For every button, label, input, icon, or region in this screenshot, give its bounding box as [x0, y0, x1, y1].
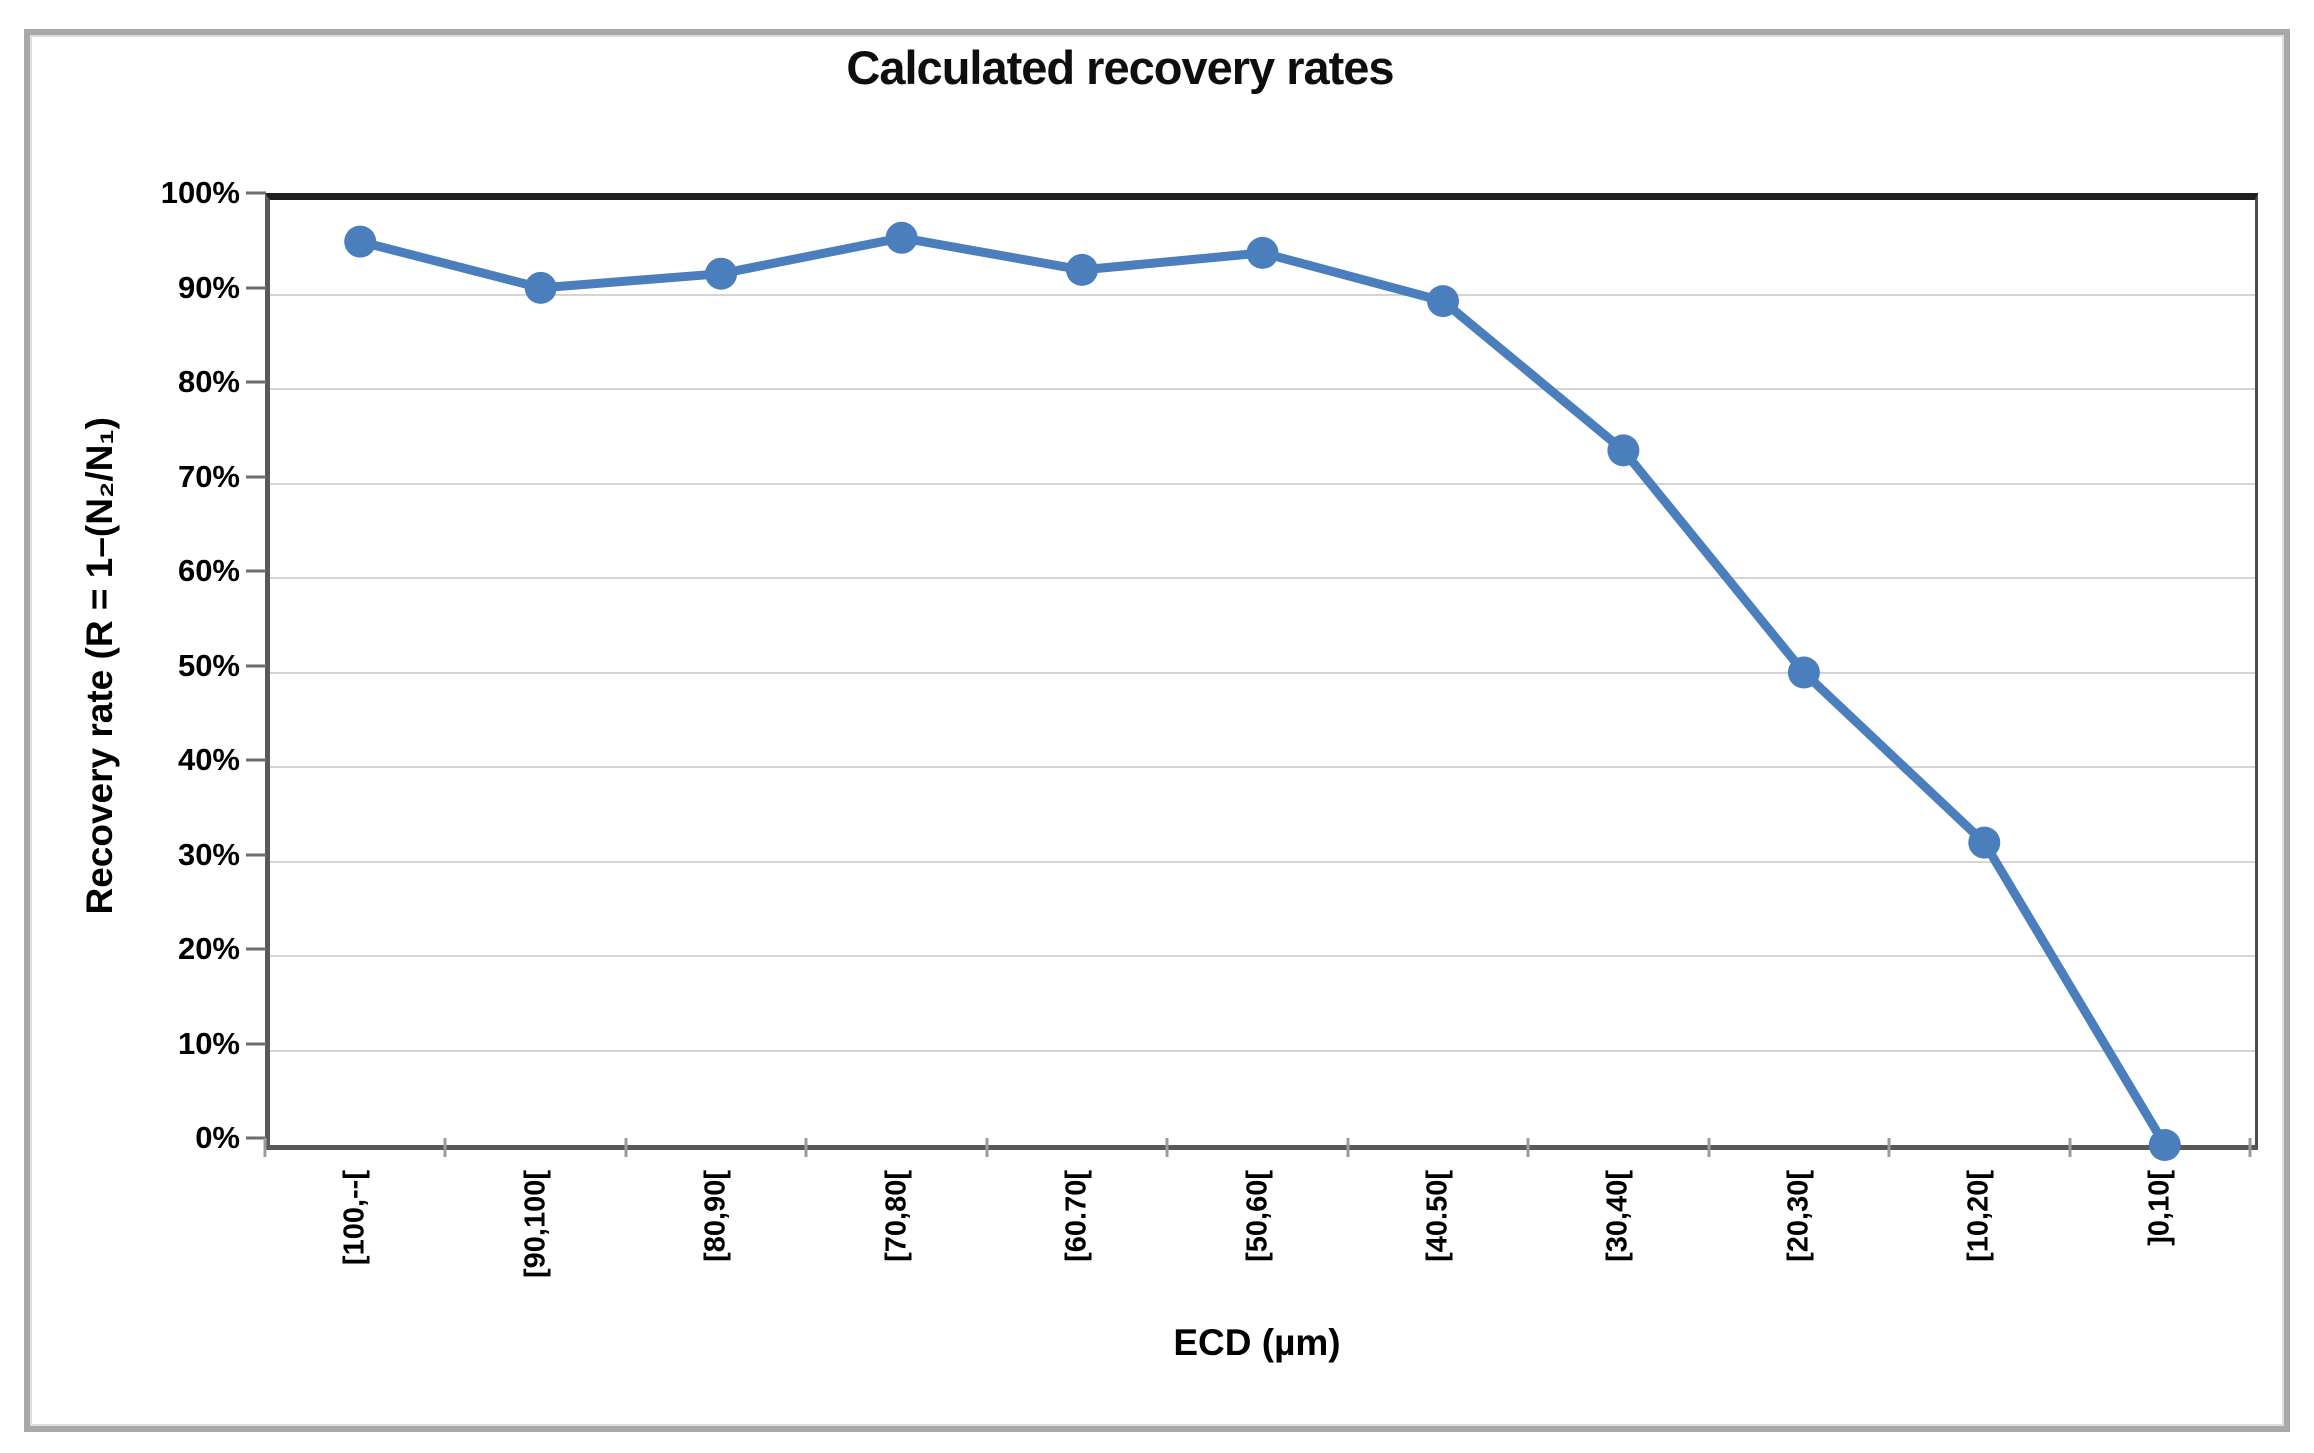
y-axis-tick-mark: [246, 191, 266, 195]
y-axis-tick-mark: [246, 1042, 266, 1045]
y-tick-label: 100%: [160, 175, 240, 210]
y-axis-tick-mark: [246, 286, 266, 289]
gridline: [270, 766, 2255, 768]
x-category-label: [50,60[: [1241, 1170, 1273, 1262]
data-point-marker: [2148, 1129, 2181, 1161]
x-axis-tick-mark: [263, 1138, 267, 1157]
x-category-label: [20,30[: [1782, 1170, 1815, 1262]
x-category-label: [30,40[: [1601, 1170, 1634, 1262]
x-axis-tick-mark: [804, 1138, 808, 1157]
y-axis-tick-mark: [246, 853, 266, 856]
y-axis-tick-mark: [246, 1136, 266, 1140]
y-axis-title: Recovery rate (R = 1–(N₂/N₁): [79, 416, 120, 915]
y-tick-label: 40%: [177, 742, 240, 777]
data-point-marker: [1787, 656, 1820, 689]
y-tick-label: 30%: [177, 836, 240, 872]
data-point-marker: [1246, 236, 1279, 269]
x-axis-tick-mark: [1526, 1138, 1530, 1157]
y-axis-tick-mark: [246, 380, 266, 384]
y-axis-tick-mark: [246, 569, 266, 573]
x-category-label: [90,100[: [519, 1170, 552, 1279]
data-point-marker: [1427, 285, 1459, 318]
chart-title: Calculated recovery rates: [846, 41, 1394, 94]
x-axis-tick-mark: [1165, 1138, 1169, 1157]
y-axis-tick-labels: 100% 90% 80% 70% 60% 50% 40% 30% 20% 10% 0%: [0, 175, 240, 1155]
y-tick-label: 80%: [177, 364, 240, 399]
y-tick-label: 70%: [177, 458, 240, 494]
gridline: [270, 671, 2255, 674]
y-axis-tick-mark: [246, 947, 266, 951]
gridline: [270, 482, 2255, 485]
y-tick-label: 20%: [177, 931, 240, 966]
x-axis-title: ECD (µm): [1173, 1322, 1341, 1363]
data-point-marker: [1066, 253, 1098, 286]
y-axis-tick-mark: [246, 475, 266, 478]
data-series-layer: [344, 221, 2181, 1161]
y-tick-label: 50%: [177, 647, 240, 683]
data-point-marker: [1968, 826, 2001, 859]
data-point-marker: [1607, 434, 1640, 467]
data-line: [355, 233, 2170, 1150]
x-category-label: [40.50[: [1421, 1170, 1454, 1262]
gridline: [270, 293, 2255, 296]
x-category-label: [60.70[: [1060, 1170, 1093, 1262]
y-axis-tick-mark: [246, 758, 266, 762]
x-axis-tick-mark: [2248, 1138, 2252, 1157]
data-point-marker: [344, 225, 377, 258]
gridline: [270, 1049, 2255, 1052]
x-axis-tick-mark: [1346, 1138, 1350, 1157]
x-axis-tick-mark: [1887, 1138, 1891, 1157]
x-category-label: [10,20[: [1962, 1170, 1995, 1262]
y-tick-label: 90%: [177, 269, 240, 305]
gridline: [270, 860, 2255, 863]
gridline: [270, 955, 2255, 957]
y-axis-tick-mark: [246, 664, 266, 667]
y-tick-label: 60%: [177, 553, 240, 588]
plot-area: [265, 193, 2258, 1161]
x-category-label: ]0,10[: [2143, 1170, 2176, 1246]
data-point-marker: [885, 221, 918, 254]
x-category-label: [100,--[: [338, 1170, 371, 1266]
y-tick-label: 10%: [177, 1025, 240, 1061]
data-point-marker: [524, 271, 557, 304]
data-point-marker: [705, 257, 738, 290]
x-axis-tick-mark: [443, 1138, 447, 1157]
x-category-label: [70,80[: [880, 1170, 913, 1262]
x-axis-tick-mark: [1707, 1138, 1711, 1157]
x-category-label: [80,90[: [699, 1170, 732, 1262]
gridline: [270, 388, 2255, 390]
y-tick-label: 0%: [195, 1120, 240, 1155]
x-axis-tick-mark: [2068, 1138, 2072, 1157]
x-axis-tick-mark: [624, 1138, 628, 1157]
x-axis-tick-mark: [985, 1138, 989, 1157]
gridline: [270, 577, 2255, 579]
